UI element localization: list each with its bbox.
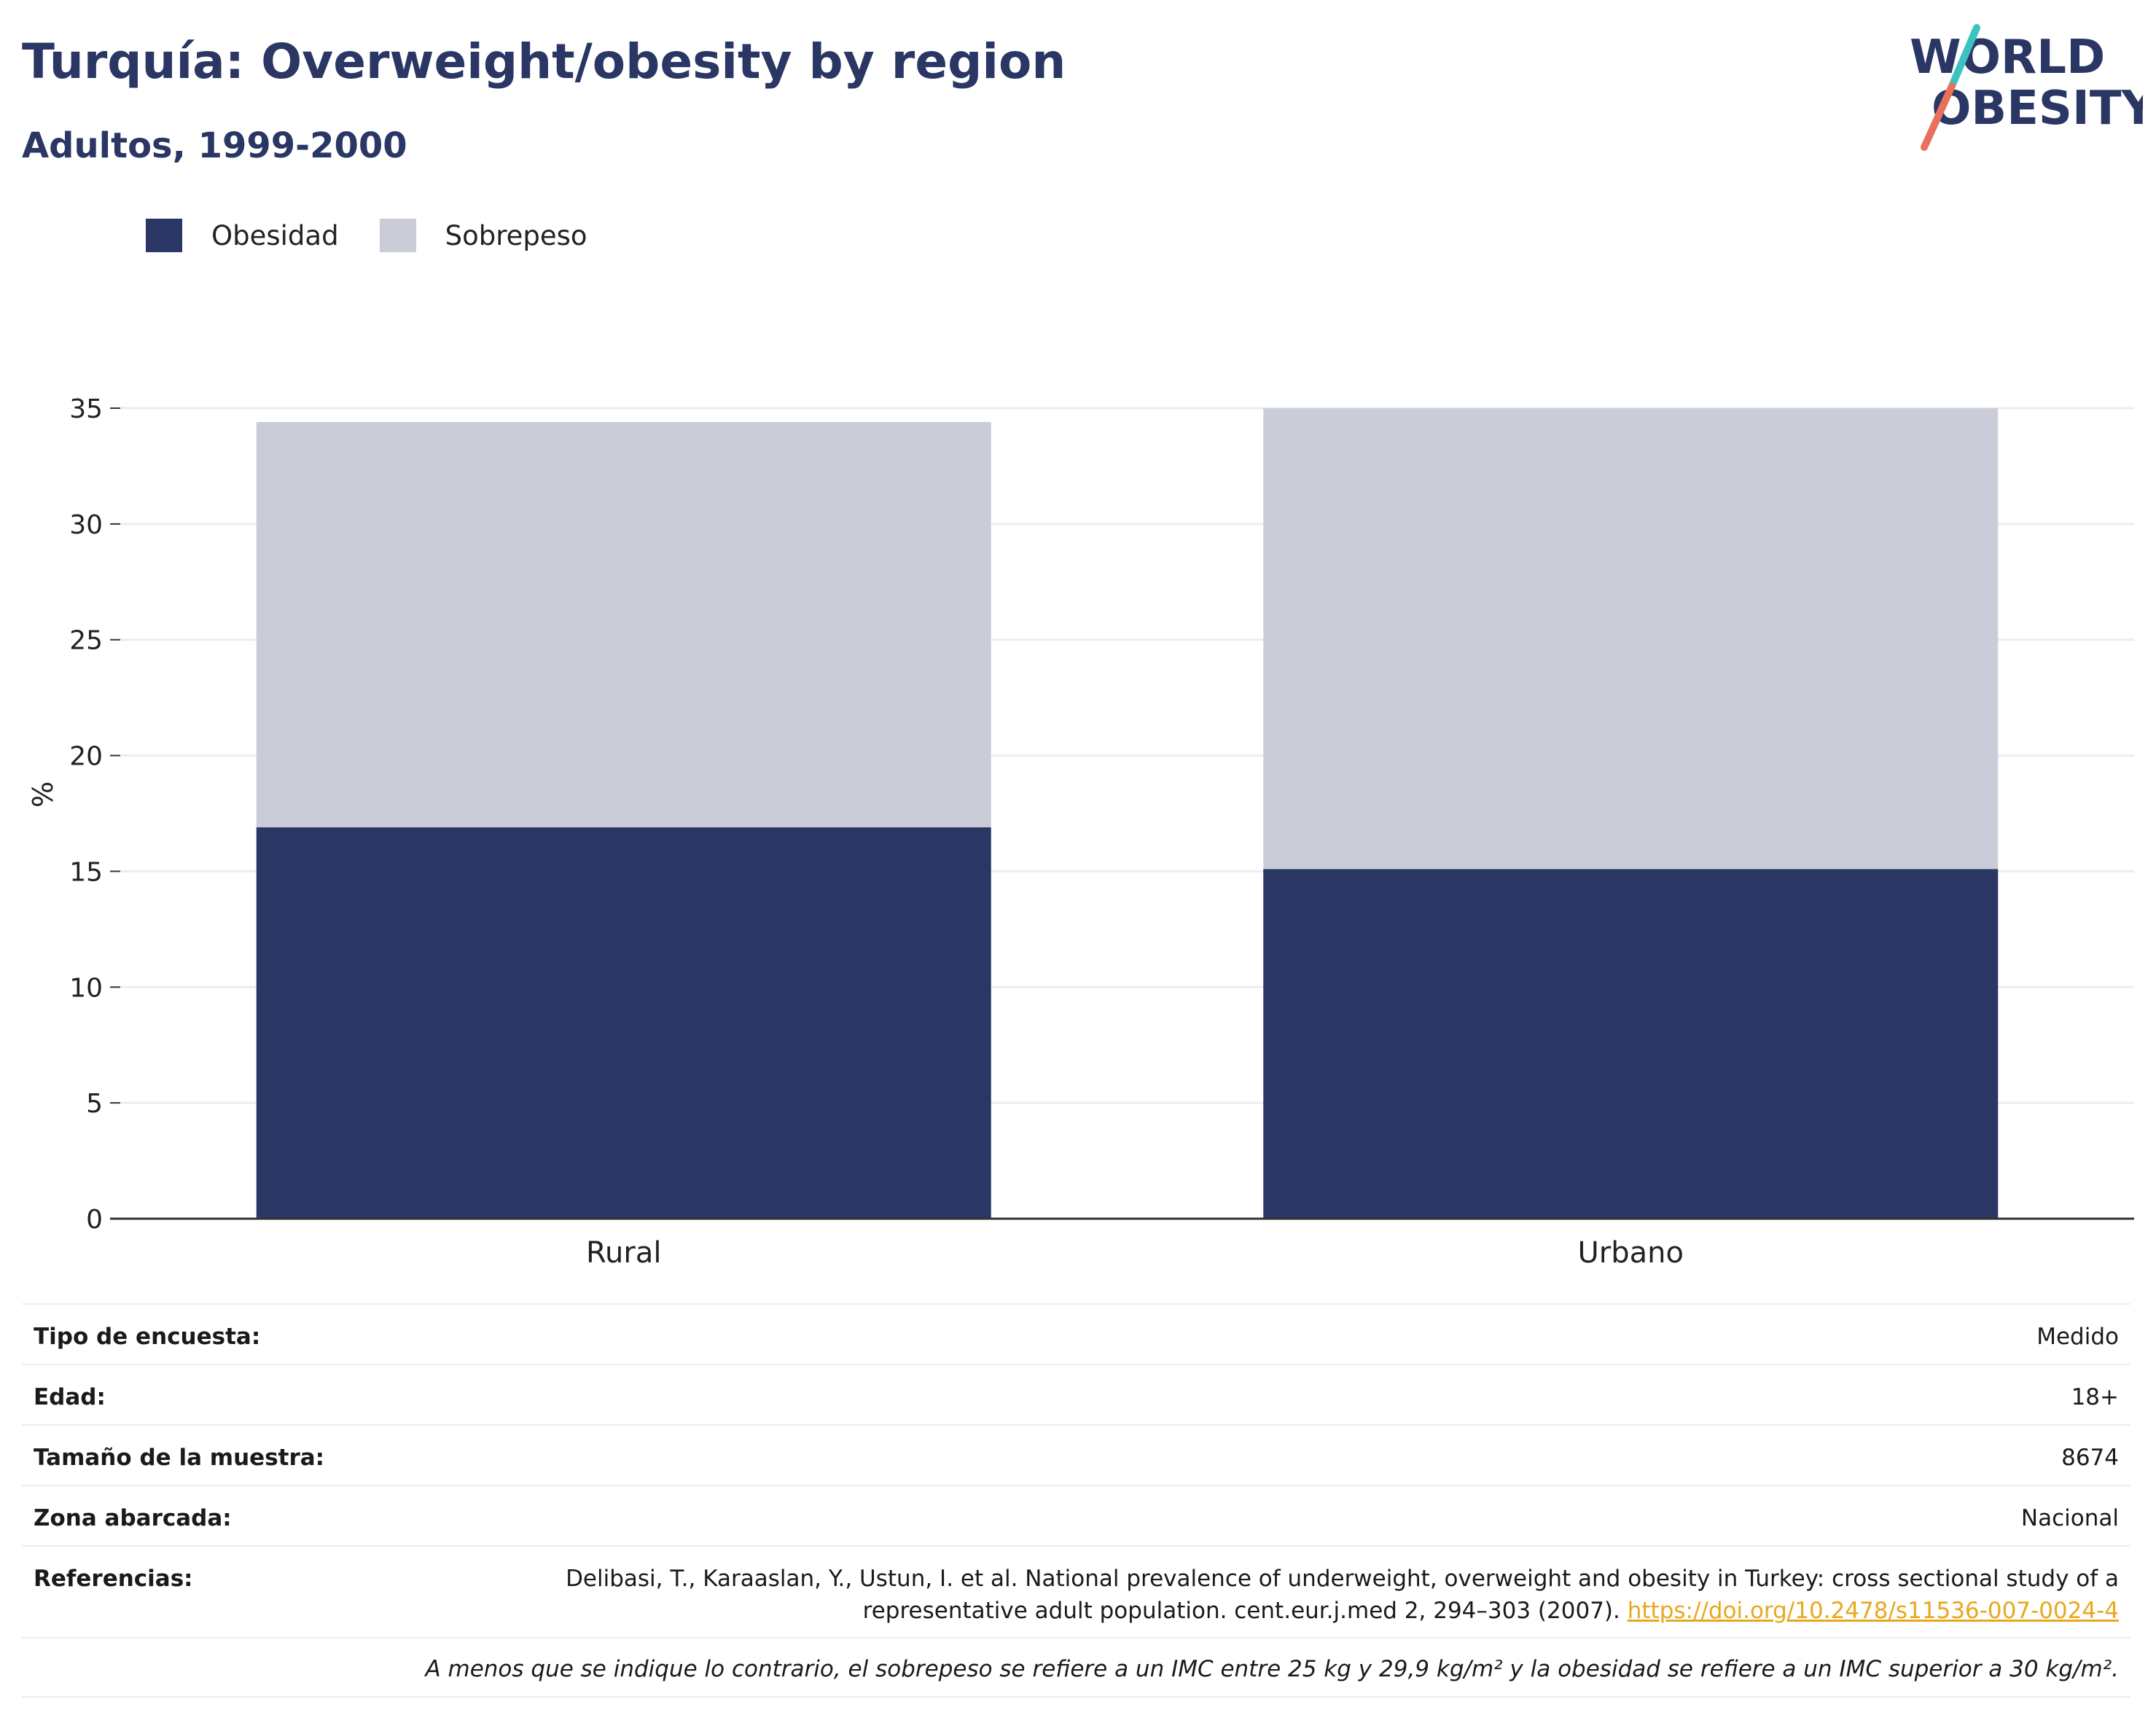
chart-legend: Obesidad Sobrepeso	[146, 219, 628, 252]
y-tick-label: 25	[69, 626, 103, 656]
sample-size-label: Tamaño de la muestra:	[34, 1445, 325, 1471]
chart-title: Turquía: Overweight/obesity by region	[22, 34, 1066, 90]
sample-size-value: 8674	[2061, 1445, 2119, 1471]
legend-swatch-obesity	[146, 219, 182, 252]
logo-line-world: WORLD	[1910, 31, 2105, 85]
y-tick-label: 15	[69, 857, 103, 887]
logo-slash-coral	[1921, 82, 1956, 151]
area-value: Nacional	[2020, 1505, 2119, 1531]
axes: 0 5 10 15 20 25 30 35 Rural Urbano	[69, 394, 2134, 1270]
bar-obesity-urbano[interactable]	[1263, 869, 1999, 1219]
y-tick-label: 20	[69, 742, 103, 772]
y-tick-label: 5	[86, 1089, 103, 1119]
info-row-age: Edad: 18+	[22, 1364, 2130, 1424]
survey-type-label: Tipo de encuesta:	[34, 1324, 261, 1350]
area-label: Zona abarcada:	[34, 1505, 232, 1531]
x-category-label: Urbano	[1578, 1236, 1684, 1270]
legend-swatch-overweight	[379, 219, 416, 252]
age-value: 18+	[2071, 1384, 2119, 1410]
y-tick-label: 30	[69, 510, 103, 540]
survey-type-value: Medido	[2036, 1324, 2119, 1350]
legend-label-overweight: Sobrepeso	[445, 219, 587, 251]
legend-label-obesity: Obesidad	[211, 219, 339, 251]
chart-subtitle: Adultos, 1999-2000	[22, 125, 407, 166]
info-row-area: Zona abarcada: Nacional	[22, 1485, 2130, 1545]
y-tick-label: 10	[69, 973, 103, 1003]
bar-chart: 0 5 10 15 20 25 30 35 Rural Urbano %	[27, 394, 2134, 1270]
y-tick-label: 0	[86, 1205, 103, 1235]
legend-item-overweight[interactable]: Sobrepeso	[379, 219, 587, 252]
x-category-label: Rural	[586, 1236, 661, 1270]
references-link[interactable]: https://doi.org/10.2478/s11536-007-0024-…	[1627, 1598, 2119, 1624]
info-row-sample-size: Tamaño de la muestra: 8674	[22, 1424, 2130, 1485]
logo-line-obesity: OBESITY	[1932, 82, 2143, 136]
info-row-references: Referencias: Delibasi, T., Karaaslan, Y.…	[22, 1545, 2130, 1637]
references-value: Delibasi, T., Karaaslan, Y., Ustun, I. e…	[457, 1563, 2119, 1627]
world-obesity-logo: WORLD OBESITY	[1910, 24, 2143, 151]
bmi-definition-note: A menos que se indique lo contrario, el …	[22, 1637, 2130, 1698]
bar-obesity-rural[interactable]	[256, 827, 991, 1219]
info-row-survey-type: Tipo de encuesta: Medido	[22, 1303, 2130, 1364]
references-label: Referencias:	[34, 1566, 193, 1592]
legend-item-obesity[interactable]: Obesidad	[146, 219, 339, 252]
bars	[256, 408, 1999, 1219]
logo-slash-teal	[1948, 24, 1980, 90]
bar-overweight-urbano[interactable]	[1263, 408, 1999, 870]
y-axis-label: %	[27, 781, 59, 808]
age-label: Edad:	[34, 1384, 106, 1410]
y-tick-label: 35	[69, 394, 103, 424]
survey-info-table: Tipo de encuesta: Medido Edad: 18+ Tamañ…	[22, 1303, 2130, 1698]
bar-overweight-rural[interactable]	[256, 422, 991, 828]
references-text: Delibasi, T., Karaaslan, Y., Ustun, I. e…	[566, 1566, 2119, 1624]
